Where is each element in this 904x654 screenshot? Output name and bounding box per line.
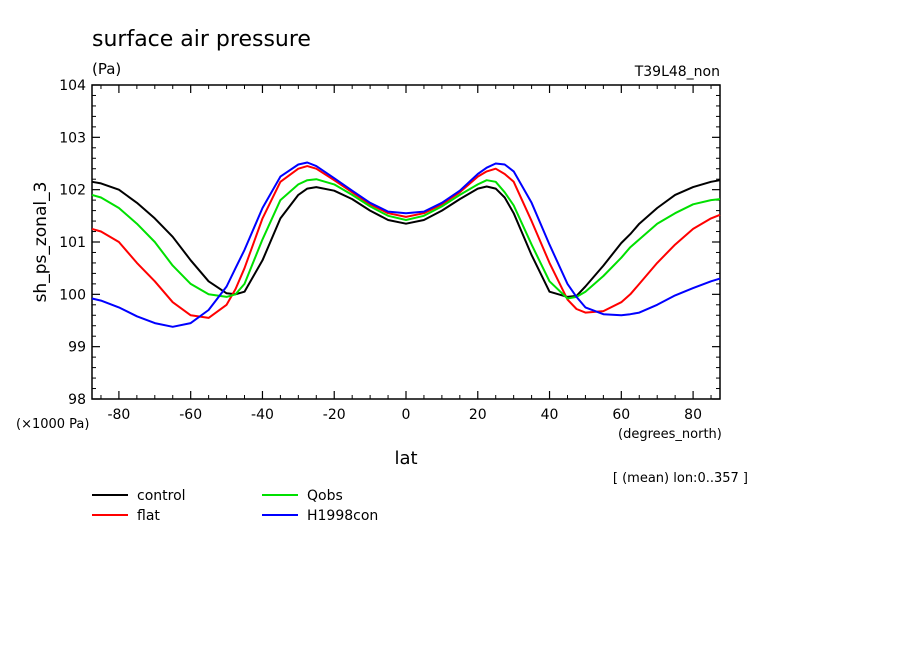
y-tick-label: 101: [59, 235, 86, 251]
x-tick-label: 40: [541, 407, 559, 423]
series-line-h1998con: [91, 161, 721, 328]
x-axis-units: (degrees_north): [618, 427, 722, 442]
legend: control flat Qobs H1998con: [92, 488, 378, 524]
run-label: T39L48_non: [634, 64, 720, 80]
legend-item-flat: flat: [92, 508, 160, 524]
legend-label-control: control: [137, 488, 186, 504]
legend-item-h1998con: H1998con: [262, 508, 378, 524]
legend-item-qobs: Qobs: [262, 488, 343, 504]
legend-label-flat: flat: [137, 508, 160, 524]
series-line-flat: [91, 165, 721, 319]
x-tick-label: 60: [612, 407, 630, 423]
series-lines: [91, 161, 721, 328]
y-tick-label: 98: [68, 392, 86, 408]
y-axis-units: (×1000 Pa): [16, 417, 89, 432]
axis-ticks: -80 -60 -40 -20 0 20 40 60 80 98 99 100 101 102 103 104: [59, 78, 720, 423]
y-tick-label: 99: [68, 340, 86, 356]
plot-frame: [91, 84, 721, 400]
x-tick-label: -20: [323, 407, 346, 423]
legend-label-qobs: Qobs: [307, 488, 343, 504]
series-line-control: [91, 179, 721, 298]
plot-area: -80 -60 -40 -20 0 20 40 60 80 98 99 100 101 102 103 104: [59, 78, 721, 423]
x-tick-label: 20: [469, 407, 487, 423]
units-label: (Pa): [92, 60, 121, 78]
x-tick-label: -60: [179, 407, 202, 423]
y-axis-label: sh_ps_zonal_3: [31, 182, 51, 303]
y-tick-label: 103: [59, 130, 86, 146]
y-tick-label: 100: [59, 287, 86, 303]
series-line-qobs: [91, 178, 721, 300]
x-tick-label: 80: [684, 407, 702, 423]
chart-title: surface air pressure: [92, 27, 311, 52]
legend-item-control: control: [92, 488, 186, 504]
x-axis-label: lat: [394, 448, 417, 469]
footnote: [ (mean) lon:0..357 ]: [613, 471, 748, 486]
legend-label-h1998con: H1998con: [307, 508, 378, 524]
y-tick-label: 104: [59, 78, 86, 94]
y-tick-label: 102: [59, 183, 86, 199]
x-tick-label: -80: [107, 407, 130, 423]
x-tick-label: 0: [402, 407, 411, 423]
x-tick-label: -40: [251, 407, 274, 423]
